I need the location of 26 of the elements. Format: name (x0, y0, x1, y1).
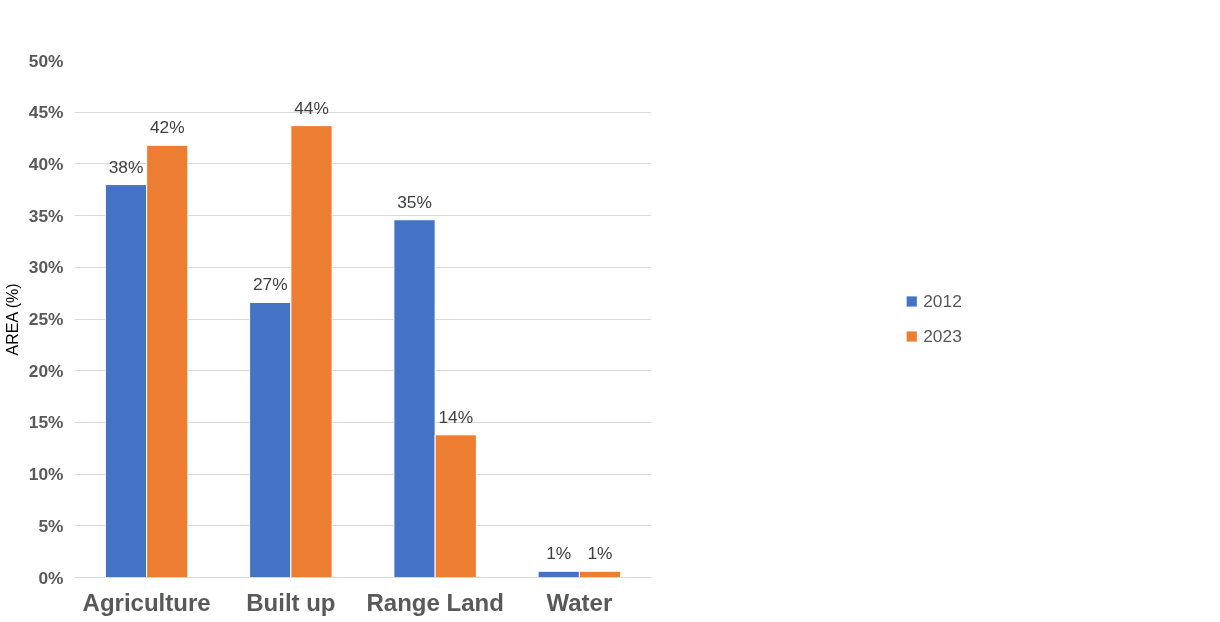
y-tick-label: 45% (28, 102, 64, 123)
y-tick-label: 50% (28, 50, 64, 71)
data-label: 14% (438, 406, 474, 427)
data-label: 42% (149, 117, 185, 138)
y-tick-label: 30% (28, 257, 64, 278)
y-tick-label: 5% (38, 515, 64, 536)
y-tick-label: 40% (28, 153, 64, 174)
y-tick-label: 35% (28, 205, 64, 226)
x-tick-label: Range Land (366, 588, 504, 616)
data-label: 1% (587, 543, 613, 564)
data-label: 35% (397, 191, 432, 212)
y-axis-title: AREA (%) (3, 283, 21, 356)
data-label: 27% (252, 274, 288, 295)
data-label: 38% (108, 156, 144, 177)
y-tick-label: 0% (38, 567, 64, 588)
data-label: 44% (294, 97, 329, 118)
y-tick-label: 10% (28, 464, 64, 485)
y-tick-label: 25% (28, 309, 64, 329)
x-tick-label: Agriculture (82, 588, 211, 616)
x-tick-label: Built up (246, 588, 336, 616)
y-tick-label: 20% (28, 360, 64, 381)
y-tick-label: 15% (28, 412, 64, 433)
x-tick-label: Water (546, 588, 613, 616)
legend-label: 2023 (923, 325, 962, 347)
legend-label: 2012 (923, 290, 962, 312)
data-label: 1% (546, 543, 572, 564)
